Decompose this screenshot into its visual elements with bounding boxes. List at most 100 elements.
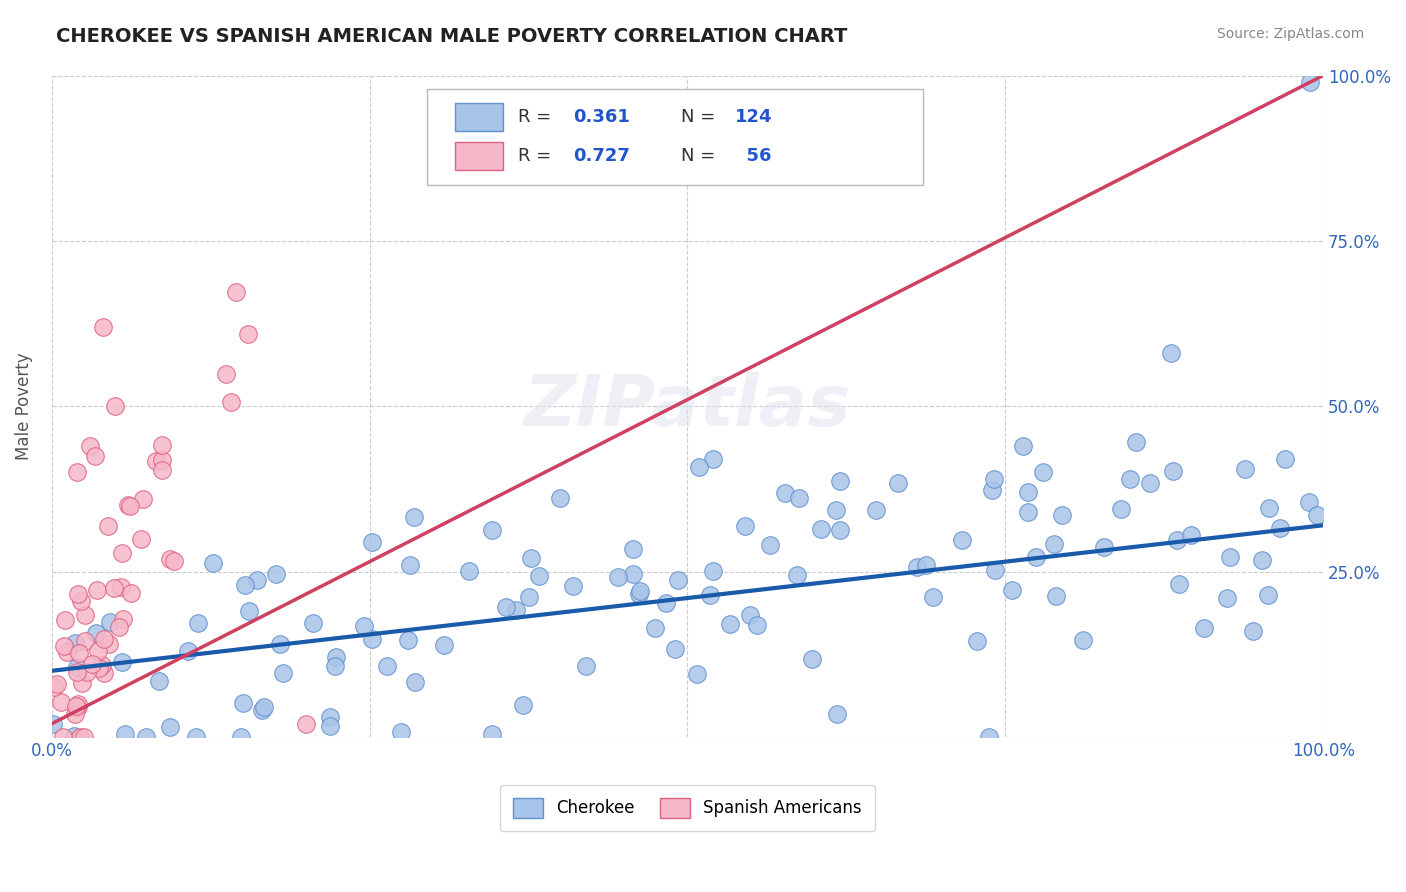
Point [219, 394, 242, 409]
Point [67, 700, 90, 714]
Point [1180, 528, 1202, 542]
Point [495, 599, 517, 614]
Point [1118, 473, 1140, 487]
Point [1192, 622, 1215, 636]
Text: N =: N = [681, 108, 716, 126]
Point [63, 729, 86, 743]
Point [699, 588, 721, 602]
Point [66, 665, 89, 679]
Point [1299, 75, 1322, 89]
Text: R =: R = [519, 147, 551, 165]
Point [830, 474, 852, 488]
Point [253, 700, 276, 714]
Point [302, 615, 325, 630]
Point [177, 644, 200, 658]
Point [433, 638, 456, 652]
Point [404, 510, 426, 524]
Point [505, 603, 527, 617]
Point [295, 716, 318, 731]
Point [800, 652, 823, 666]
Point [120, 586, 142, 600]
Point [323, 659, 346, 673]
Point [319, 719, 342, 733]
Point [734, 519, 756, 533]
Point [375, 658, 398, 673]
Point [73, 633, 96, 648]
Point [129, 532, 152, 546]
Point [966, 634, 988, 648]
Point [950, 533, 973, 548]
Point [1219, 549, 1241, 564]
Point [112, 612, 135, 626]
Point [520, 551, 543, 566]
Point [93, 632, 115, 646]
Y-axis label: Male Poverty: Male Poverty [15, 352, 32, 460]
Point [1251, 553, 1274, 567]
Point [527, 568, 550, 582]
FancyBboxPatch shape [427, 88, 922, 185]
Point [702, 452, 724, 467]
Point [1234, 461, 1257, 475]
Point [810, 522, 832, 536]
Point [984, 563, 1007, 577]
Point [246, 574, 269, 588]
Point [84, 449, 107, 463]
Point [104, 399, 127, 413]
Point [65, 698, 87, 713]
Point [46, 677, 69, 691]
Point [1166, 533, 1188, 548]
Point [666, 573, 689, 587]
Point [1052, 508, 1074, 522]
Point [118, 499, 141, 513]
Point [1257, 588, 1279, 602]
Point [150, 453, 173, 467]
Point [97, 519, 120, 533]
Point [718, 616, 741, 631]
Point [91, 319, 114, 334]
Point [1160, 346, 1182, 360]
Point [786, 567, 808, 582]
Point [481, 727, 503, 741]
Point [361, 534, 384, 549]
Point [132, 492, 155, 507]
Point [905, 560, 928, 574]
Point [56, 645, 79, 659]
Point [111, 546, 134, 560]
Point [70, 676, 93, 690]
Point [63, 636, 86, 650]
Point [1274, 452, 1296, 467]
Point [773, 486, 796, 500]
Point [548, 491, 571, 505]
Point [233, 578, 256, 592]
Text: CHEROKEE VS SPANISH AMERICAN MALE POVERTY CORRELATION CHART: CHEROKEE VS SPANISH AMERICAN MALE POVERT… [56, 27, 848, 45]
Point [66, 660, 89, 674]
Point [44, 680, 66, 694]
Point [1017, 505, 1039, 519]
Point [1043, 537, 1066, 551]
Point [1168, 577, 1191, 591]
Point [1017, 484, 1039, 499]
Point [353, 618, 375, 632]
Point [93, 665, 115, 680]
Point [621, 567, 644, 582]
Point [73, 730, 96, 744]
Point [63, 707, 86, 722]
Point [145, 454, 167, 468]
Point [389, 724, 412, 739]
Point [79, 439, 101, 453]
Point [1298, 495, 1320, 509]
Point [225, 285, 247, 299]
Point [150, 463, 173, 477]
Point [1268, 521, 1291, 535]
Point [621, 542, 644, 557]
Point [740, 607, 762, 622]
Point [1109, 502, 1132, 516]
Point [977, 730, 1000, 744]
Point [1025, 550, 1047, 565]
Point [1032, 466, 1054, 480]
Point [103, 582, 125, 596]
Point [759, 538, 782, 552]
Text: 124: 124 [734, 108, 772, 126]
Point [404, 674, 426, 689]
Point [107, 619, 129, 633]
